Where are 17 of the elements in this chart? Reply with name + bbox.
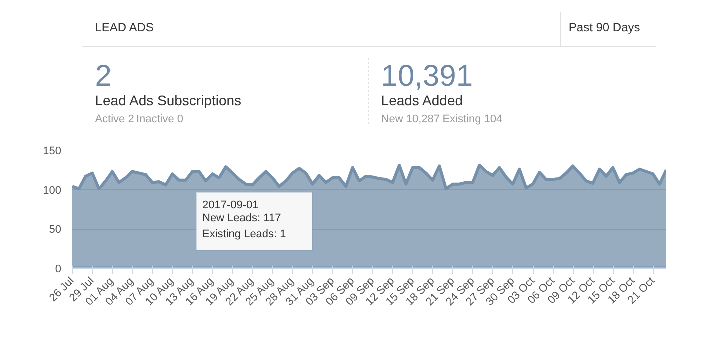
text: New 10,287	[381, 114, 440, 126]
annotation: Existing Leads: 1	[202, 228, 286, 240]
y-tick-label: 100	[43, 184, 62, 197]
text: Existing 104	[442, 114, 503, 126]
chart-title: LEAD ADS	[95, 20, 154, 34]
text: 10,391	[381, 60, 474, 93]
text: Inactive 0	[136, 114, 184, 126]
text: Lead Ads Subscriptions	[95, 92, 242, 108]
annotation: 2017-09-01	[202, 200, 259, 212]
text: 2	[95, 60, 112, 93]
text: Past 90 Days	[568, 20, 640, 34]
text: Leads Added	[381, 92, 464, 108]
text: Active 2	[95, 114, 134, 126]
y-tick-label: 0	[55, 264, 62, 276]
annotation: New Leads: 117	[202, 212, 282, 224]
y-tick-label: 150	[43, 146, 62, 158]
y-tick-label: 50	[49, 224, 62, 236]
